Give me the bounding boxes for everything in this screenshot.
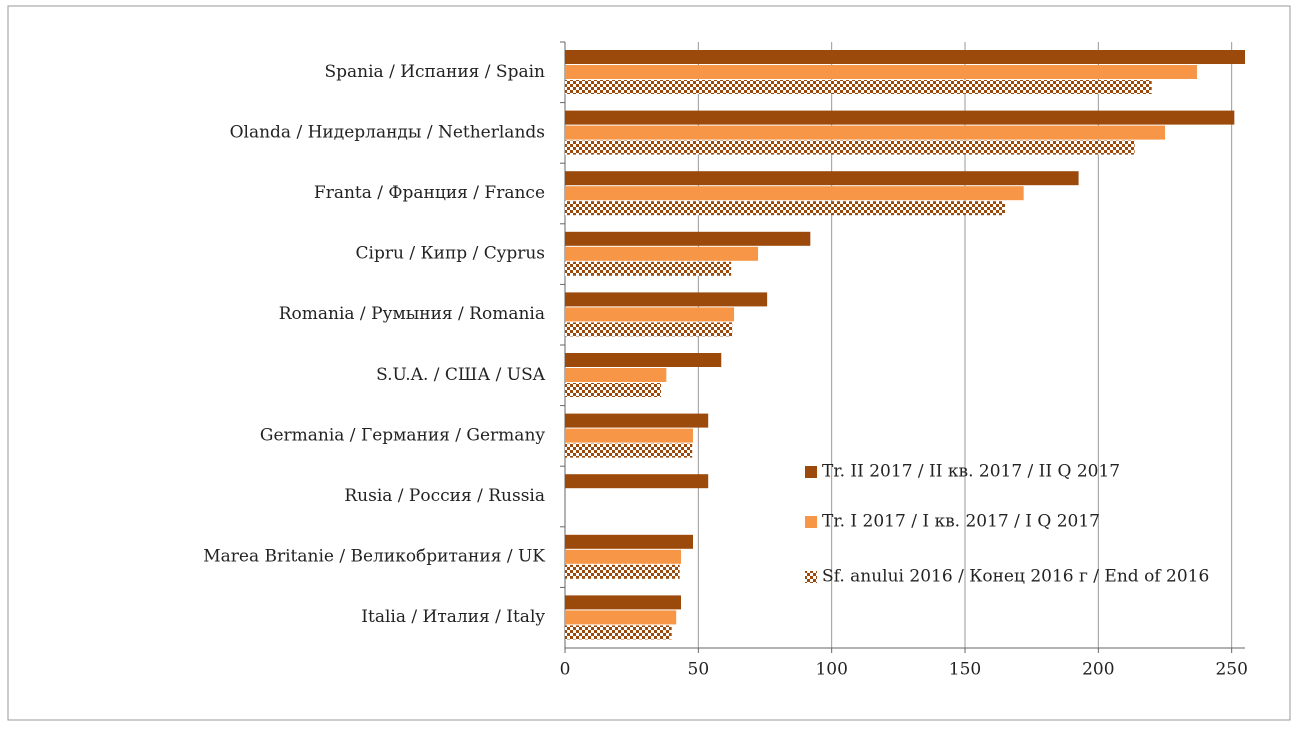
bar — [565, 65, 1197, 79]
y-tick-label: Rusia / Россия / Russia — [344, 486, 545, 506]
bar — [565, 549, 681, 564]
legend-label: Sf. anului 2016 / Конец 2016 г / End of … — [822, 567, 1209, 587]
bar — [565, 353, 722, 367]
y-tick-label: Olanda / Нидерланды / Netherlands — [230, 122, 545, 142]
x-tick-label: 100 — [815, 660, 847, 680]
bar — [565, 50, 1245, 64]
bar — [565, 625, 672, 640]
bar — [565, 413, 709, 428]
bar — [565, 368, 667, 382]
bar — [565, 261, 732, 276]
bar — [565, 201, 1005, 216]
bar — [565, 564, 680, 579]
bar — [565, 231, 811, 246]
bar — [565, 171, 1079, 186]
bar — [565, 322, 733, 337]
bar — [565, 383, 661, 397]
y-tick-label: Germania / Германия / Germany — [260, 425, 546, 445]
y-tick-label: Italia / Италия / Italy — [361, 607, 545, 627]
bar — [565, 80, 1152, 94]
x-tick-label: 150 — [949, 660, 981, 680]
y-tick-label: S.U.A. / США / USA — [376, 365, 546, 385]
bar — [565, 292, 768, 307]
legend-label: Tr. I 2017 / I кв. 2017 / I Q 2017 — [822, 512, 1100, 532]
bar — [565, 610, 677, 625]
y-tick-label: Romania / Румыния / Romania — [279, 304, 545, 324]
bar — [565, 474, 709, 489]
bar — [565, 125, 1165, 140]
bar — [565, 246, 759, 261]
legend-swatch — [805, 466, 817, 478]
legend-label: Tr. II 2017 / II кв. 2017 / II Q 2017 — [822, 462, 1120, 482]
y-tick-label: Cipru / Кипр / Cyprus — [356, 244, 545, 264]
y-tick-label: Marea Britanie / Великобритания / UK — [203, 547, 545, 567]
bar — [565, 307, 735, 322]
bar — [565, 110, 1235, 125]
x-tick-label: 0 — [560, 660, 571, 680]
x-tick-label: 250 — [1215, 660, 1247, 680]
legend-swatch — [805, 571, 817, 583]
bar — [565, 443, 693, 458]
y-tick-label: Franta / Франция / France — [314, 183, 545, 203]
y-tick-label: Spania / Испания / Spain — [324, 62, 545, 82]
bar — [565, 534, 693, 549]
frame — [7, 5, 1291, 721]
x-tick-label: 50 — [688, 660, 710, 680]
bar — [565, 428, 693, 443]
bar — [565, 595, 681, 610]
legend-swatch — [805, 516, 817, 528]
bar — [565, 140, 1135, 155]
bar — [565, 186, 1024, 201]
x-tick-label: 200 — [1082, 660, 1114, 680]
